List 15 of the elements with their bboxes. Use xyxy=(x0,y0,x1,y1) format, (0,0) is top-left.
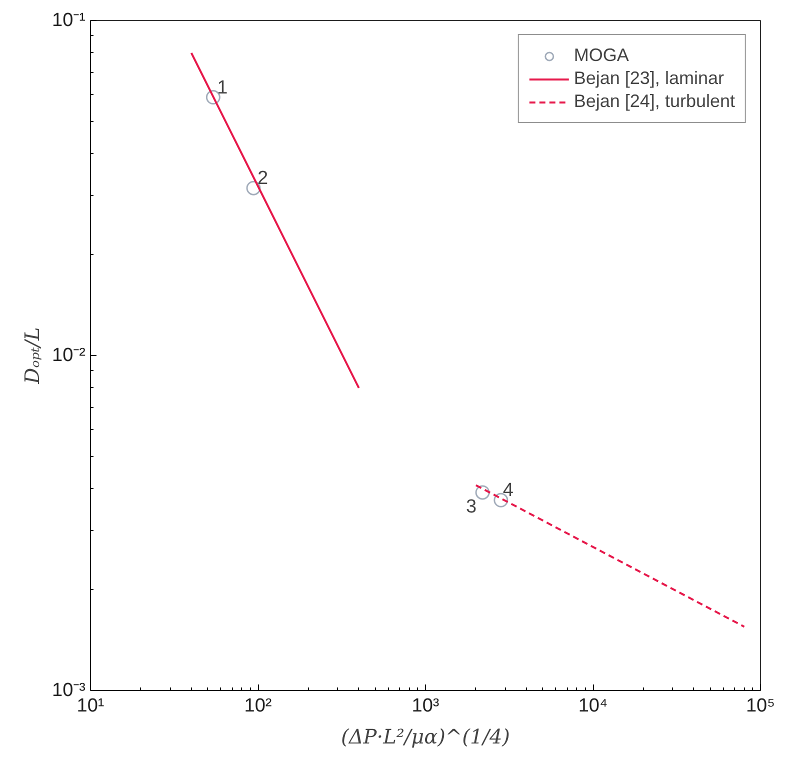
y-tick-label: 10⁻² xyxy=(52,345,86,366)
legend-label: Bejan [23], laminar xyxy=(574,68,724,89)
annotation: 1 xyxy=(217,77,228,98)
legend-label: MOGA xyxy=(574,45,629,66)
annotation: 3 xyxy=(466,496,477,518)
x-axis-title: (ΔP·L²/μα)^(1/4) xyxy=(341,724,510,748)
x-tick-label: 10² xyxy=(244,696,272,716)
legend-label: Bejan [24], turbulent xyxy=(574,91,735,112)
x-tick-label: 10⁴ xyxy=(578,696,608,716)
annotation: 2 xyxy=(258,168,268,190)
y-tick-label: 10⁻¹ xyxy=(52,10,86,31)
x-tick-label: 10⁵ xyxy=(746,696,776,716)
annotation: 4 xyxy=(502,480,514,502)
x-tick-label: 10³ xyxy=(412,696,440,716)
y-axis-title: Dₒₚₜ/L xyxy=(20,327,44,385)
